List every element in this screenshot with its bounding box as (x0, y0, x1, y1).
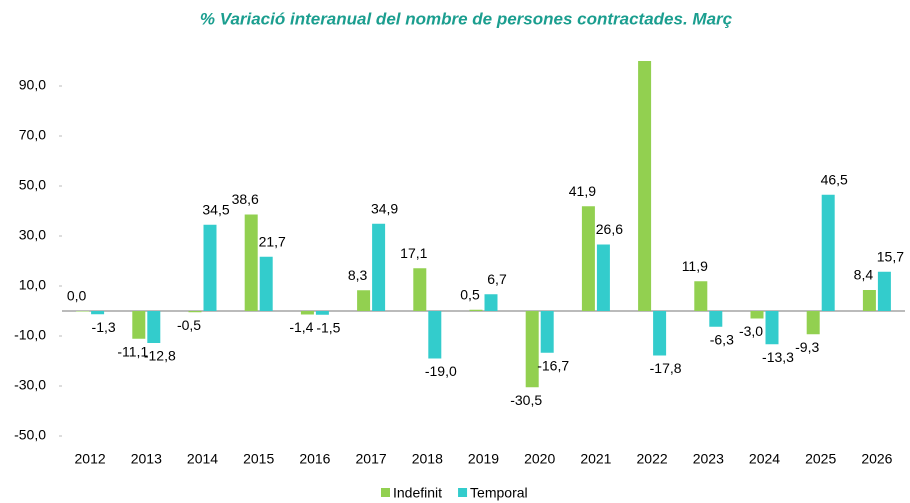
x-tick-label: 2015 (243, 451, 274, 467)
bar (484, 294, 498, 311)
data-label: 34,5 (202, 201, 229, 217)
bar (750, 311, 764, 319)
data-label: -6,3 (710, 331, 734, 347)
legend-swatch (458, 488, 468, 497)
bar (91, 311, 105, 315)
bar (428, 311, 442, 359)
bar (147, 311, 161, 343)
bar (581, 206, 595, 311)
bar (300, 311, 314, 315)
bar (315, 311, 329, 315)
x-tick-label: 2014 (187, 451, 218, 467)
data-label: 11,9 (682, 258, 708, 274)
data-label: -1,5 (316, 319, 340, 335)
data-label: -19,0 (425, 363, 457, 379)
chart-title: % Variació interanual del nombre de pers… (200, 9, 733, 28)
data-label: -1,3 (92, 319, 116, 335)
x-tick-label: 2012 (75, 451, 106, 467)
bar (76, 311, 90, 312)
x-tick-label: 2025 (805, 451, 836, 467)
x-tick-label: 2020 (524, 451, 555, 467)
bar (596, 244, 610, 311)
data-label: -17,8 (650, 360, 682, 376)
bar (877, 271, 891, 311)
x-tick-label: 2026 (861, 451, 892, 467)
y-tick-label: 50,0 (19, 177, 46, 193)
x-tick-label: 2023 (693, 451, 724, 467)
y-tick-label: 90,0 (19, 77, 46, 93)
bar (259, 256, 273, 311)
bar (821, 194, 835, 311)
legend-label: Temporal (470, 485, 528, 501)
y-tick-label: 10,0 (19, 277, 46, 293)
data-label: 46,5 (821, 171, 848, 187)
bar (694, 281, 708, 311)
data-label: -3,0 (739, 323, 763, 339)
y-tick-label: -50,0 (14, 427, 46, 443)
data-label: 0,5 (460, 286, 480, 302)
bar (862, 290, 876, 311)
data-label: 41,9 (569, 183, 596, 199)
x-tick-label: 2013 (131, 451, 162, 467)
data-label: -11,1 (117, 343, 148, 359)
data-label: 6,7 (487, 271, 507, 287)
y-tick-label: 30,0 (19, 227, 46, 243)
data-label: -13,3 (762, 349, 794, 365)
bar (203, 224, 217, 311)
x-tick-label: 2019 (468, 451, 499, 467)
x-tick-label: 2021 (580, 451, 611, 467)
bar (413, 268, 427, 311)
data-label: 17,1 (400, 245, 427, 261)
bar (540, 311, 554, 353)
data-label: 8,3 (348, 267, 368, 283)
bar (188, 311, 202, 313)
bar (638, 61, 652, 311)
x-tick-label: 2016 (299, 451, 330, 467)
data-label: 34,9 (371, 200, 398, 216)
x-tick-label: 2024 (749, 451, 780, 467)
bar (244, 214, 258, 311)
data-label: 15,7 (877, 248, 904, 264)
bar (469, 309, 483, 311)
bar (653, 311, 667, 356)
data-label: -16,7 (537, 357, 569, 373)
y-tick-label: 70,0 (19, 127, 46, 143)
y-tick-label: -30,0 (14, 377, 46, 393)
bar (372, 223, 386, 311)
y-tick-label: -10,0 (14, 327, 46, 343)
x-tick-label: 2017 (356, 451, 387, 467)
data-label: -1,4 (289, 319, 313, 335)
bar (357, 290, 371, 311)
bar (765, 311, 779, 345)
data-label: -0,5 (177, 317, 201, 333)
data-label: 0,0 (67, 288, 87, 304)
data-label: -9,3 (795, 339, 819, 355)
data-label: 38,6 (232, 191, 259, 207)
legend-swatch (381, 488, 390, 497)
data-label: 21,7 (259, 233, 286, 249)
bar (132, 311, 146, 339)
data-label: -30,5 (510, 392, 542, 408)
x-tick-label: 2018 (412, 451, 443, 467)
bar (806, 311, 820, 335)
x-tick-label: 2022 (637, 451, 668, 467)
data-label: 26,6 (596, 221, 623, 237)
bar (525, 311, 539, 388)
data-label: 8,4 (854, 267, 874, 283)
bar (709, 311, 723, 327)
data-label: -12,8 (144, 348, 176, 364)
legend-label: Indefinit (393, 485, 442, 501)
